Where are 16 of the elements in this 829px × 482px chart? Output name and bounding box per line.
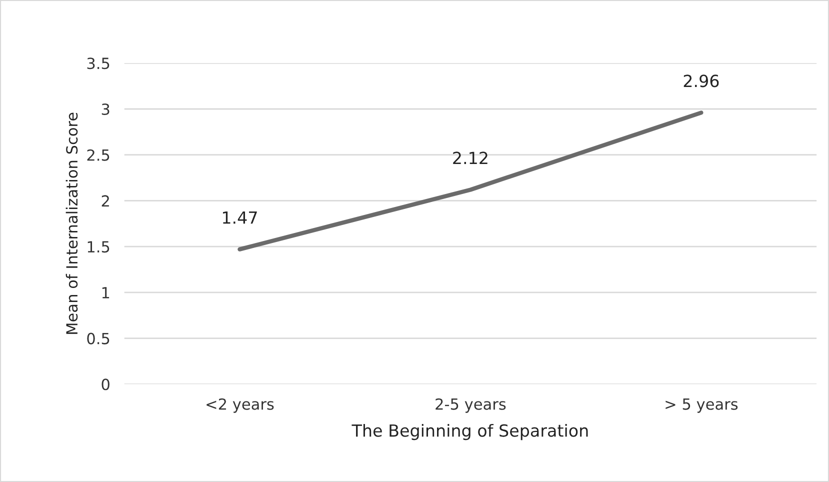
data-label: 1.47: [222, 211, 257, 224]
x-tick-label: <2 years: [206, 398, 274, 413]
y-tick-label: 0.5: [87, 332, 110, 344]
x-axis-title: The Beginning of Separation: [352, 424, 588, 440]
y-tick-label: 1.5: [88, 241, 110, 253]
y-axis-title: Mean of Internalization Score: [66, 112, 78, 334]
data-label: 2.12: [453, 152, 488, 164]
y-tick-label: 3.5: [87, 58, 110, 70]
y-tick-label: 3: [102, 103, 110, 116]
x-tick-label: > 5 years: [666, 398, 738, 413]
y-tick-label: 1: [102, 287, 110, 298]
data-label: 2.96: [684, 74, 719, 88]
y-tick-label: 2.5: [87, 149, 110, 161]
y-tick-label: 2: [102, 195, 109, 207]
x-tick-label: 2-5 years: [436, 398, 506, 413]
y-tick-label: 0: [102, 378, 110, 390]
